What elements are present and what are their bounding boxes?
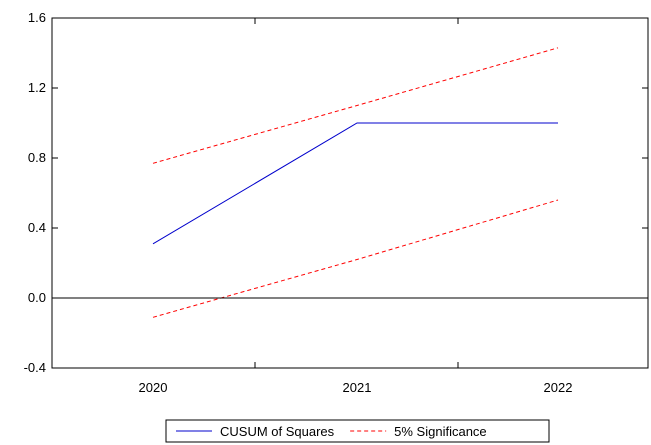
- x-tick-label: 2021: [343, 380, 372, 395]
- upper-significance-line: [152, 47, 559, 164]
- legend: CUSUM of Squares 5% Significance: [165, 419, 550, 443]
- x-tick-label: 2020: [139, 380, 168, 395]
- y-tick-label: 0.4: [28, 220, 46, 235]
- plot-frame: [51, 17, 649, 369]
- y-tick-label: 1.6: [28, 10, 46, 25]
- legend-label: 5% Significance: [394, 424, 487, 439]
- y-tick-label: 0.8: [28, 150, 46, 165]
- axis-layer: 1.6 1.2 0.8 0.4 0.0 -0.4 2020 2021 2022: [24, 10, 648, 395]
- x-tick-label: 2022: [544, 380, 573, 395]
- y-tick-label: -0.4: [24, 360, 46, 375]
- y-tick-label: 0.0: [28, 290, 46, 305]
- cusum-line: [152, 122, 558, 245]
- legend-label: CUSUM of Squares: [220, 424, 335, 439]
- y-tick-label: 1.2: [28, 80, 46, 95]
